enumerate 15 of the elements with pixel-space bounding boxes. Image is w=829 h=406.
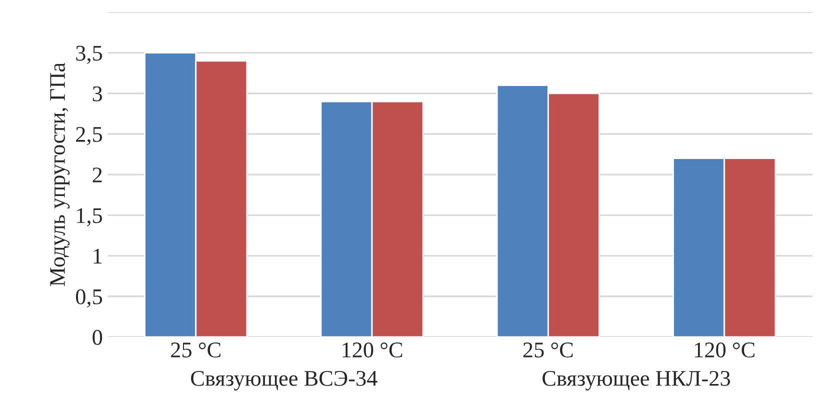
x-tick-label: 25 °C (523, 342, 573, 358)
y-axis-title: Модуль упругости, ГПа (50, 62, 70, 286)
x-tick-label: 120 °C (342, 342, 402, 358)
y-tick-label: 1,5 (77, 208, 102, 226)
y-tick-label: 3 (92, 86, 102, 102)
text: Связующее ВСЭ-34 (191, 370, 378, 390)
y-tick-label: 3,5 (76, 46, 102, 64)
y-tick-label: 1 (94, 248, 102, 264)
y-tick-label: 0,5 (76, 289, 102, 308)
x-tick-label: 25 °C (171, 342, 220, 358)
y-tick-label: 0 (92, 330, 102, 345)
x-tick-label: 120 °C (694, 342, 754, 358)
y-tick-label: 2,5 (76, 126, 102, 146)
y-tick-label: 2 (92, 168, 102, 182)
text: Связующее НКЛ-23 (542, 370, 730, 390)
